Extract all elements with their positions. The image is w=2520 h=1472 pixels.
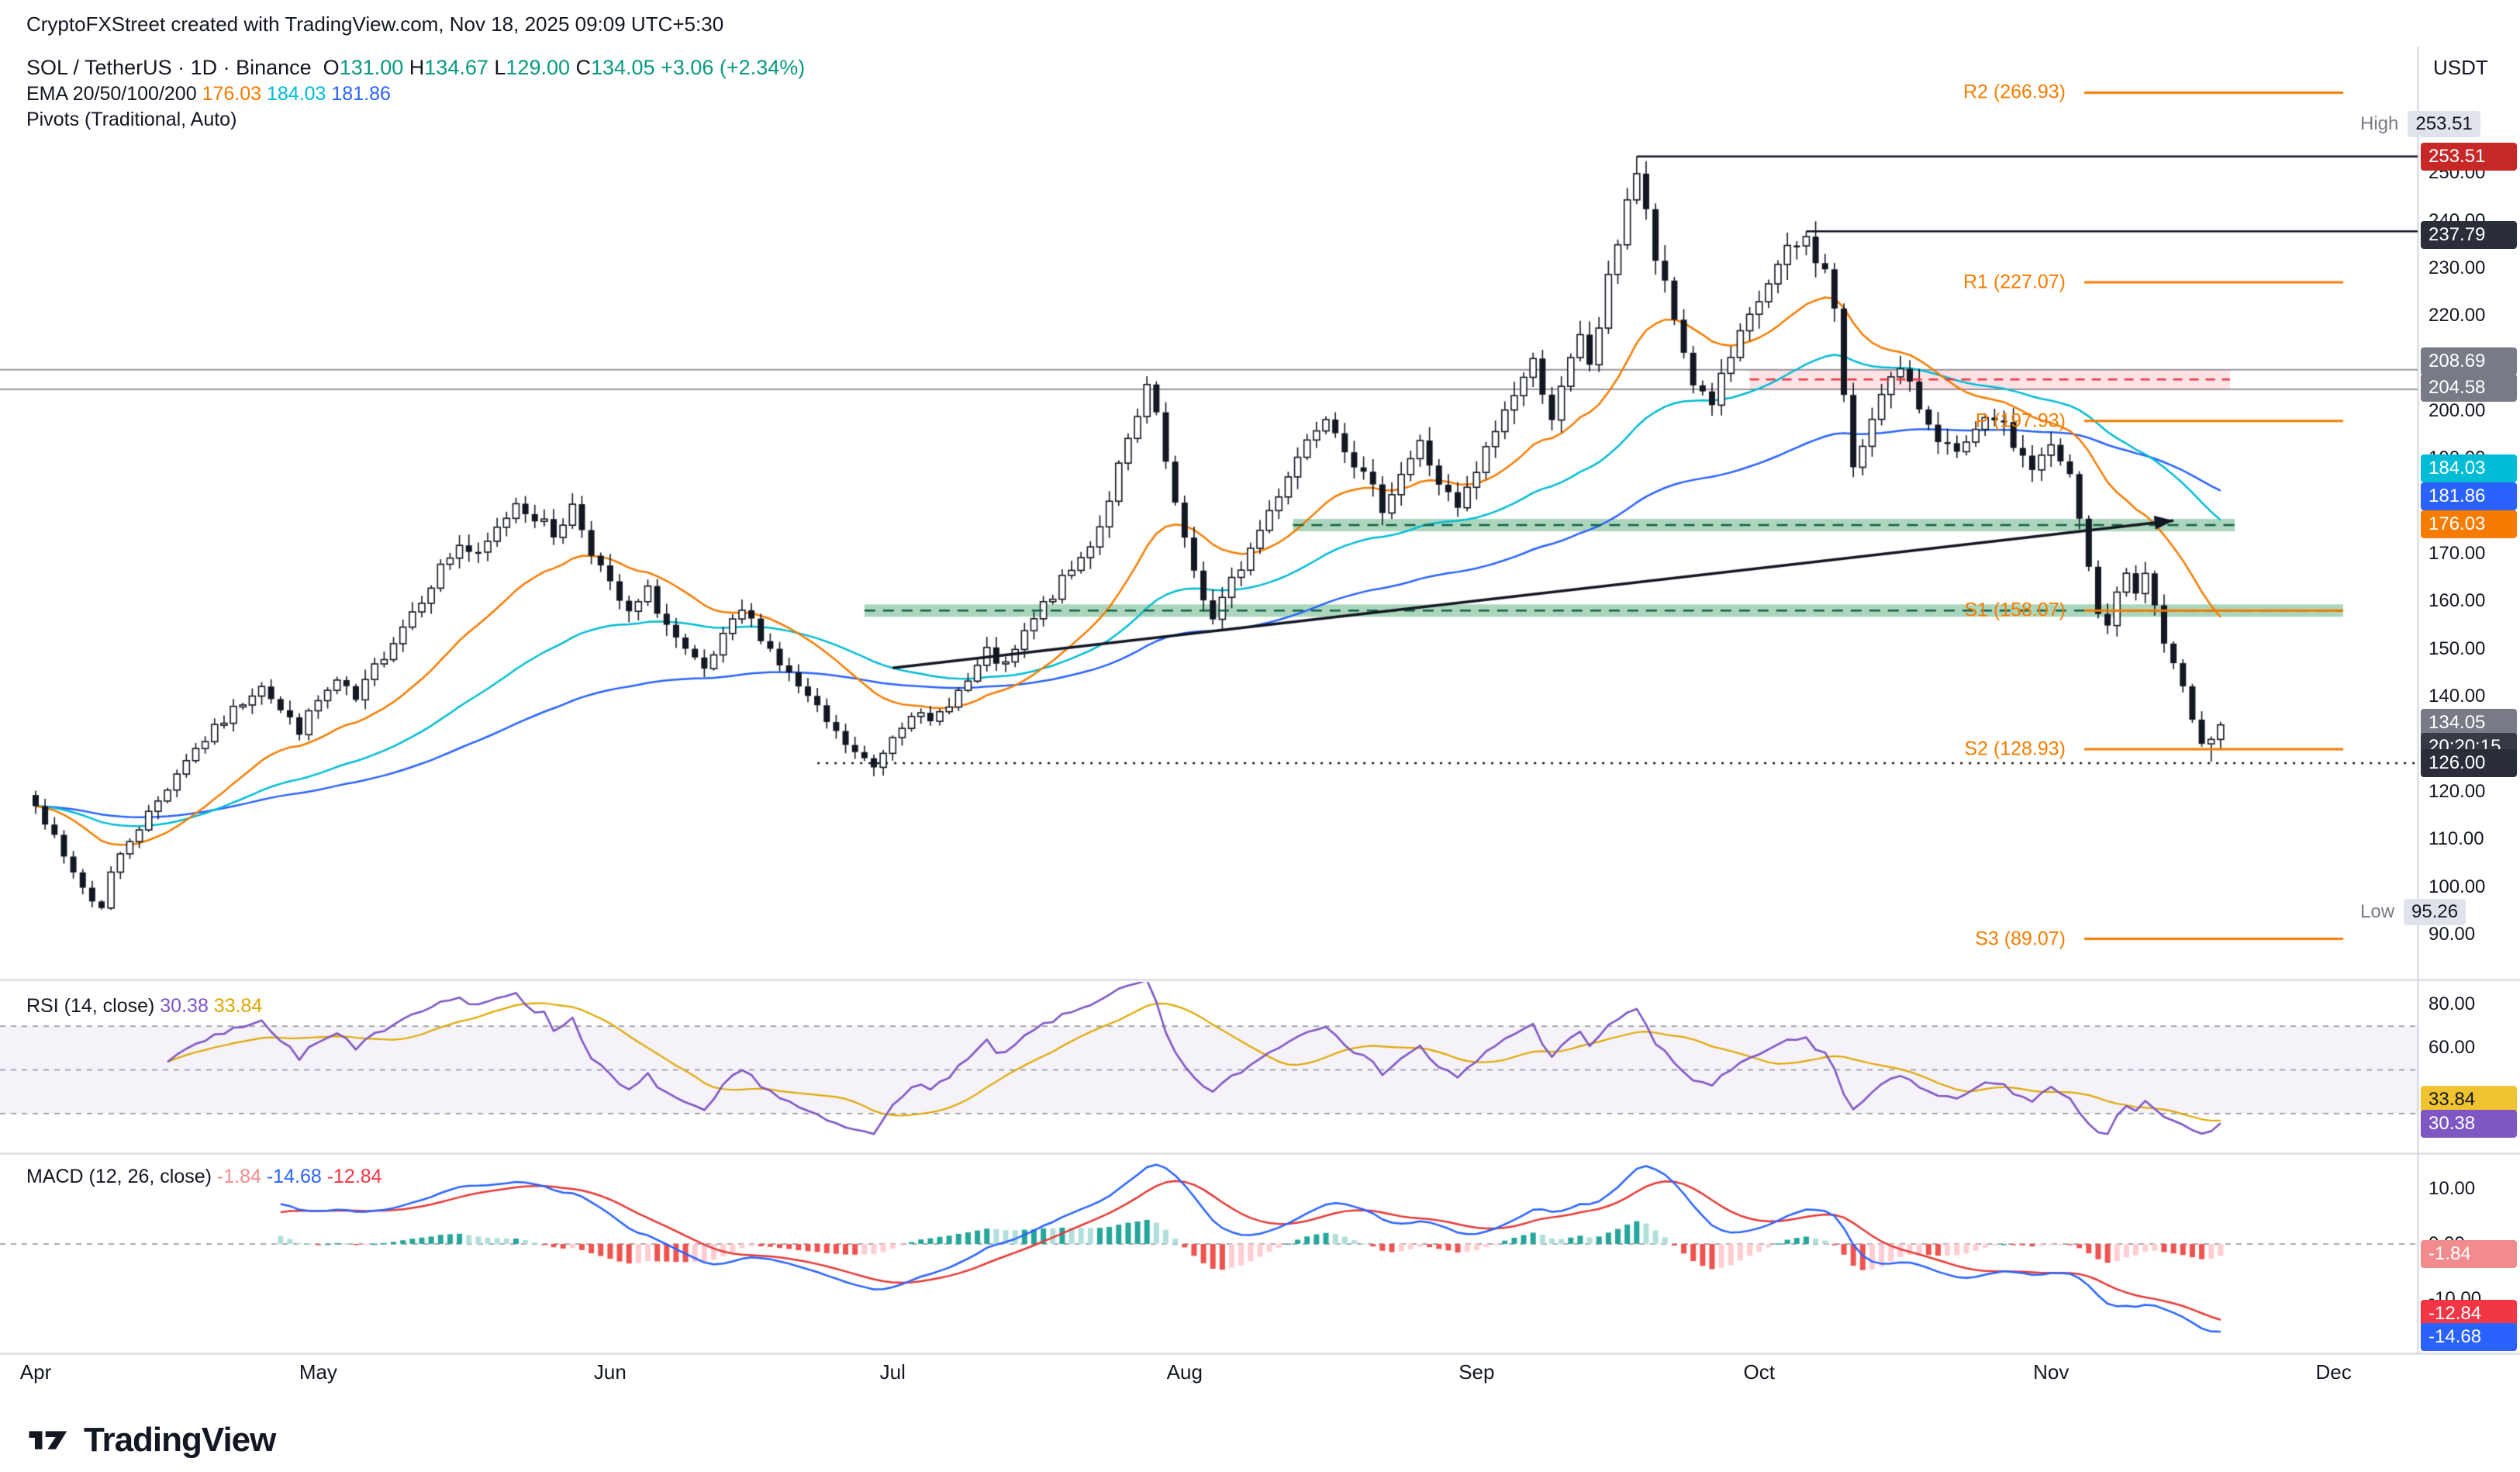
month-label-sep: Sep: [1458, 1360, 1495, 1384]
pivots-legend[interactable]: Pivots (Traditional, Auto): [26, 109, 237, 130]
price-tick: 170.00: [2429, 543, 2486, 565]
line-204-badge: 204.58: [2421, 374, 2517, 402]
rsi-tick: 80.00: [2429, 993, 2476, 1014]
current-price-badge: 134.05: [2421, 709, 2517, 737]
rsi-ma-badge: 33.84: [2421, 1086, 2517, 1114]
ohlc-open-label: O: [323, 56, 340, 79]
macd-title: MACD (12, 26, close): [26, 1166, 217, 1187]
macd-tick: 10.00: [2429, 1178, 2476, 1199]
tradingview-logo-icon: [29, 1431, 67, 1450]
low-label-value: 95.26: [2404, 899, 2466, 925]
line-208-badge: 208.69: [2421, 347, 2517, 375]
ema50-badge: 184.03: [2421, 454, 2517, 482]
line-126-badge: 126.00: [2421, 749, 2517, 777]
price-tick: 140.00: [2429, 686, 2486, 707]
symbol-title: SOL / TetherUS · 1D · Binance: [26, 56, 323, 79]
month-label-may: May: [299, 1360, 337, 1384]
ema100-badge: 181.86: [2421, 482, 2517, 510]
ohlc-close-label: C: [570, 56, 592, 79]
price-tick: 220.00: [2429, 305, 2486, 327]
month-label-aug: Aug: [1166, 1360, 1203, 1384]
ema-50-value: 184.03: [266, 83, 332, 105]
ema-100-value: 181.86: [331, 83, 391, 105]
price-tick: 90.00: [2429, 923, 2476, 945]
axis-unit-label[interactable]: USDT: [2433, 56, 2488, 79]
high-label: High 253.51: [2360, 111, 2480, 137]
ema-legend[interactable]: EMA 20/50/100/200 176.03 184.03 181.86: [26, 83, 391, 105]
macd-line-badge: -14.68: [2421, 1323, 2517, 1351]
ohlc-open: 131.00: [339, 56, 404, 79]
macd-legend[interactable]: MACD (12, 26, close) -1.84 -14.68 -12.84: [26, 1166, 382, 1188]
macd-hist-value: -1.84: [216, 1166, 267, 1187]
rsi-title: RSI (14, close): [26, 995, 161, 1017]
month-label-dec: Dec: [2315, 1360, 2352, 1384]
ohlc-close: 134.05: [591, 56, 655, 79]
tradingview-logo[interactable]: TradingView: [28, 1421, 276, 1460]
low-label-word: Low: [2360, 901, 2395, 922]
price-tick: 100.00: [2429, 876, 2486, 897]
price-tick: 160.00: [2429, 590, 2486, 612]
month-label-nov: Nov: [2033, 1360, 2070, 1384]
ohlc-low-label: L: [488, 56, 506, 79]
attribution-text: CryptoFXStreet created with TradingView.…: [26, 12, 724, 36]
macd-hist-badge: -1.84: [2421, 1240, 2517, 1268]
rsi-tick: 60.00: [2429, 1037, 2476, 1059]
month-label-jun: Jun: [593, 1360, 627, 1384]
rsi-value: 30.38: [160, 995, 214, 1017]
price-axis[interactable]: 250.00240.00230.00220.00210.00200.00190.…: [2418, 0, 2520, 1365]
month-label-jul: Jul: [879, 1360, 906, 1384]
price-tick: 110.00: [2429, 828, 2484, 850]
macd-line-value: -14.68: [266, 1166, 327, 1187]
ema-title: EMA 20/50/100/200: [26, 83, 202, 105]
price-tick: 200.00: [2429, 400, 2486, 422]
month-label-apr: Apr: [19, 1360, 52, 1384]
ohlc-high: 134.67: [424, 56, 488, 79]
ema-20-value: 176.03: [202, 83, 267, 105]
ema20-badge: 176.03: [2421, 510, 2517, 538]
high-label-word: High: [2360, 113, 2399, 134]
rsi-badge: 30.38: [2421, 1110, 2517, 1138]
rsi-legend[interactable]: RSI (14, close) 30.38 33.84: [26, 995, 262, 1018]
price-tick: 230.00: [2429, 257, 2486, 278]
rsi-ma-value: 33.84: [213, 995, 263, 1017]
line-237-badge: 237.79: [2421, 221, 2517, 249]
ohlc-high-label: H: [403, 56, 425, 79]
line-253-badge: 253.51: [2421, 143, 2517, 171]
time-axis[interactable]: Apr May Jun Jul Aug Sep Oct Nov Dec: [0, 1354, 2418, 1393]
tradingview-logo-text: TradingView: [84, 1421, 276, 1459]
month-label-oct: Oct: [1743, 1360, 1775, 1384]
high-label-value: 253.51: [2408, 111, 2480, 137]
price-tick: 120.00: [2429, 780, 2486, 802]
price-tick: 150.00: [2429, 638, 2486, 659]
ohlc-change: +3.06 (+2.34%): [654, 56, 806, 79]
macd-signal-value: -12.84: [326, 1166, 382, 1187]
low-label: Low 95.26: [2360, 899, 2466, 925]
ohlc-low: 129.00: [506, 56, 570, 79]
symbol-legend[interactable]: SOL / TetherUS · 1D · Binance O131.00 H1…: [26, 56, 805, 80]
